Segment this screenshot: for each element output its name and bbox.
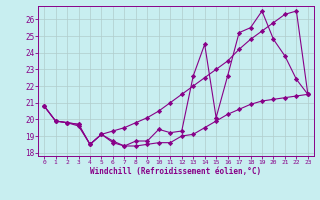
X-axis label: Windchill (Refroidissement éolien,°C): Windchill (Refroidissement éolien,°C) [91,167,261,176]
